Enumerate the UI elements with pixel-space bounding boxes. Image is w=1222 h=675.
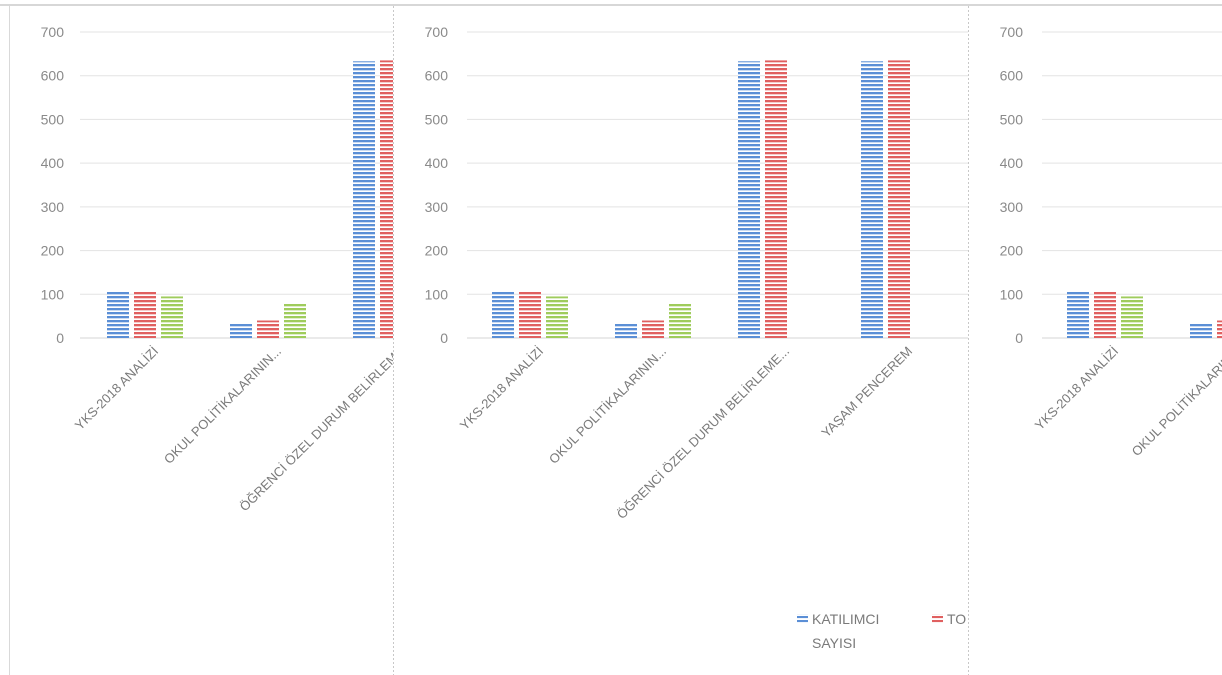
bar-0-series-2 [546,296,568,338]
bar-0-series-1 [519,290,541,338]
bar-1-series-0 [1190,324,1212,338]
bar-2-series-0 [353,61,375,338]
legend: KATILIMCI SAYISI TO [797,611,966,651]
bar-0-series-0 [107,290,129,338]
bar-1-series-1 [642,320,664,338]
y-tick-label: 500 [425,111,449,127]
y-tick-label: 600 [425,68,449,84]
x-category-label: YKS-2018 ANALİZİ [1032,344,1121,433]
x-category-label: VELİ MEMN [977,344,1038,405]
y-tick-label: 0 [440,330,448,346]
legend-label: KATILIMCI [812,611,879,627]
y-tick-label: 500 [1000,111,1024,127]
bar-1-series-1 [257,320,279,338]
y-tick-label: 0 [1015,330,1023,346]
y-tick-label: 300 [41,199,65,215]
x-category-label: OKUL POLİTİKALARININ... [161,344,284,467]
y-tick-label: 100 [1000,286,1024,302]
bar-0-series-1 [134,290,156,338]
legend-swatch [932,614,943,624]
y-tick-label: 500 [41,111,65,127]
y-tick-label: 400 [1000,155,1024,171]
x-category-label: OKUL POLİTİKALARININ [1129,344,1222,460]
y-tick-label: 200 [1000,243,1024,259]
y-tick-label: 100 [41,286,65,302]
bar-1-series-1 [1217,320,1222,338]
legend-swatch [797,614,808,624]
y-tick-label: 700 [41,24,65,40]
y-tick-label: 600 [1000,68,1024,84]
y-tick-label: 100 [425,286,449,302]
y-tick-label: 700 [1000,24,1024,40]
y-tick-label: 400 [41,155,65,171]
x-category-label: YKS-2018 ANALİZİ [72,344,161,433]
y-tick-label: 0 [56,330,64,346]
y-tick-label: 300 [425,199,449,215]
y-tick-label: 400 [425,155,449,171]
bar-0-series-2 [1121,296,1143,338]
y-tick-label: 700 [425,24,449,40]
bar-2-series-0 [738,61,760,338]
legend-label: TO [947,611,966,627]
x-category-label: YAŞAM PENCEREM [818,344,915,441]
y-tick-label: 600 [41,68,65,84]
y-tick-label: 200 [41,243,65,259]
bar-2-series-1 [765,60,787,339]
y-tick-label: 300 [1000,199,1024,215]
x-category-label: YKS-2018 ANALİZİ [457,344,546,433]
legend-label-line2: SAYISI [812,635,856,651]
bar-0-series-0 [492,290,514,338]
bar-0-series-0 [1067,290,1089,338]
bar-1-series-0 [230,324,252,338]
bar-3-series-0 [861,61,883,338]
bar-1-series-2 [669,303,691,338]
bar-2-series-1 [380,60,393,339]
bar-1-series-0 [615,324,637,338]
chart-panel-2: 0 100 200 300 400 500 600 700 YKS-2018 ANALİZİ OK… [393,6,1038,675]
x-category-label: OKUL POLİTİKALARININ... [546,344,669,467]
bar-0-series-2 [161,296,183,338]
bar-1-series-2 [284,303,306,338]
y-tick-label: 200 [425,243,449,259]
chart-panel-3: 0 100 200 300 400 500 600 700 YKS-2018 ANALİZİOK… [968,6,1222,675]
bar-0-series-1 [1094,290,1116,338]
bar-3-series-1 [888,60,910,339]
